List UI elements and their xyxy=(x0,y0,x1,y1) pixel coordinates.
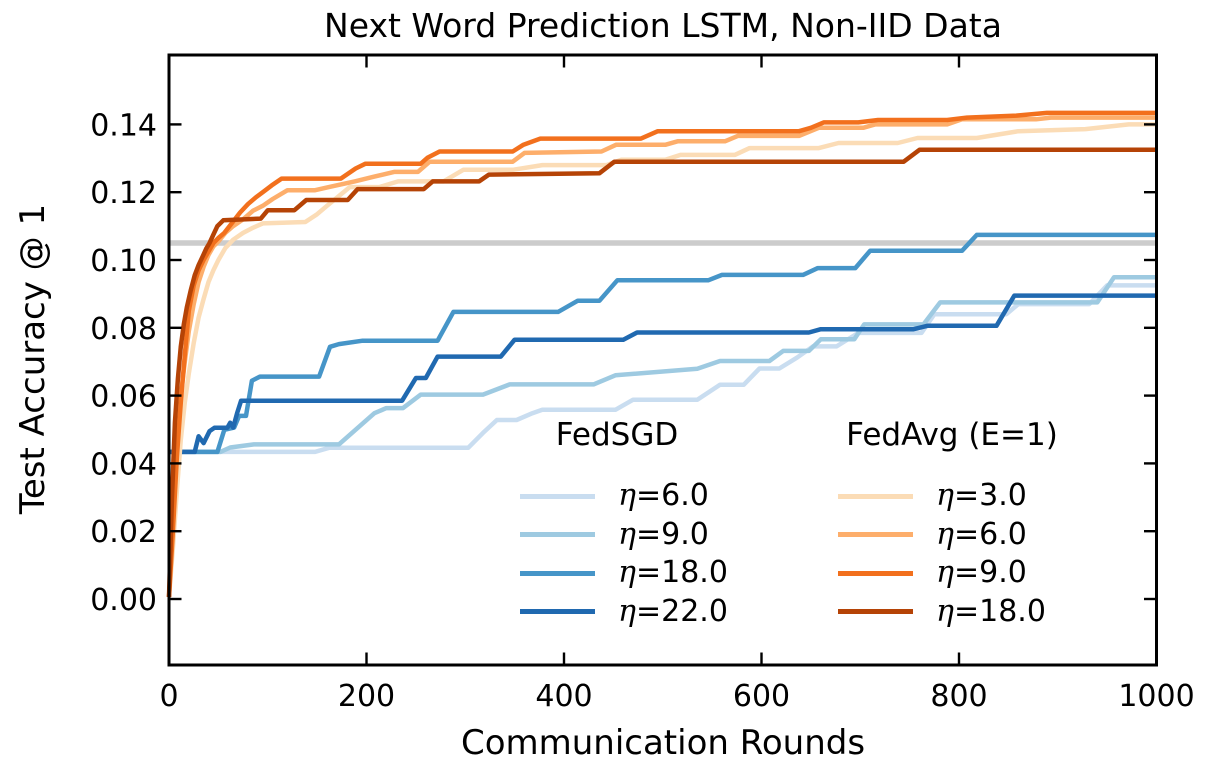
y-tick-label: 0.12 xyxy=(90,176,157,211)
series-line-fedavg-9.0 xyxy=(166,110,1157,598)
y-tick-label: 0.02 xyxy=(90,515,157,550)
x-tick-label: 600 xyxy=(733,679,790,714)
series-line-fedavg-3.0 xyxy=(166,122,1157,598)
series-line-fedsgd-6.0 xyxy=(169,283,1157,455)
y-tick-label: 0.14 xyxy=(90,108,157,143)
y-tick-label: 0.10 xyxy=(90,244,157,279)
axes-spines xyxy=(167,53,1158,667)
y-tick-label: 0.04 xyxy=(90,447,157,482)
series-line-fedavg-6.0 xyxy=(166,115,1157,598)
series-line-fedsgd-9.0 xyxy=(169,275,1157,455)
series-line-fedsgd-22.0 xyxy=(169,293,1157,455)
series-line-fedavg-18.0 xyxy=(166,147,1157,598)
x-tick-label: 0 xyxy=(159,679,178,714)
x-tick-label: 400 xyxy=(535,679,592,714)
x-tick-label: 1000 xyxy=(1118,679,1194,714)
x-axis-label: Communication Rounds xyxy=(460,723,866,763)
chart-title: Next Word Prediction LSTM, Non-IID Data xyxy=(324,6,1002,45)
y-tick-label: 0.06 xyxy=(90,380,157,415)
y-tick-label: 0.08 xyxy=(90,312,157,347)
x-tick-label: 200 xyxy=(338,679,395,714)
x-tick-label: 800 xyxy=(930,679,987,714)
y-tick-label: 0.00 xyxy=(90,583,157,618)
series-line-fedsgd-18.0 xyxy=(169,232,1157,455)
